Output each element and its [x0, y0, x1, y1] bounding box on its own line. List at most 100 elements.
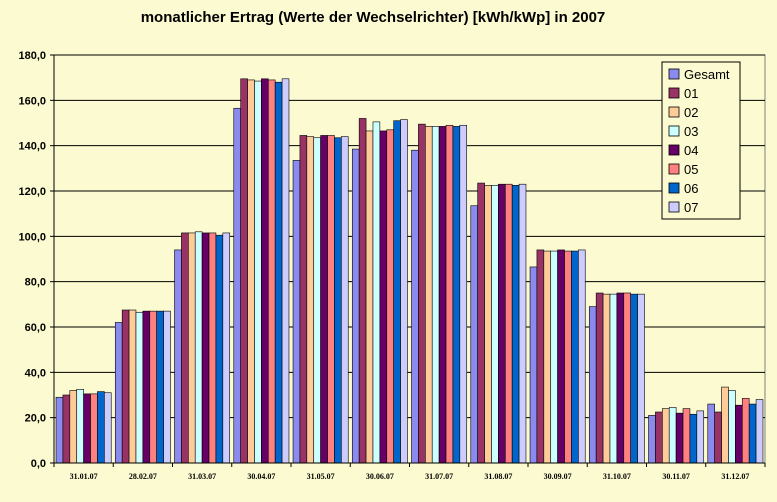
- bar: [682, 408, 691, 464]
- bar: [438, 126, 447, 464]
- bar: [181, 232, 189, 464]
- legend-swatch: [668, 68, 680, 80]
- bar: [97, 391, 105, 464]
- bar: [623, 292, 631, 464]
- bar: [142, 310, 151, 464]
- bar: [602, 293, 611, 464]
- bar: [247, 79, 255, 464]
- bar: [90, 393, 98, 464]
- x-tick-label: 31.05.07: [307, 472, 335, 481]
- bar: [188, 232, 196, 464]
- bar: [292, 160, 301, 464]
- y-tick-label: 0,0: [31, 458, 46, 470]
- legend-label: 06: [684, 181, 698, 196]
- bar: [267, 79, 276, 464]
- bar: [707, 403, 715, 464]
- y-tick-label: 100,0: [18, 231, 46, 243]
- legend: Gesamt 01 02 03 04 05 06 07: [661, 61, 741, 220]
- bar: [386, 129, 394, 464]
- legend-label: 05: [684, 162, 698, 177]
- bar: [149, 310, 157, 464]
- bar: [696, 410, 705, 464]
- bar: [491, 185, 499, 464]
- bar: [156, 310, 164, 464]
- bar: [393, 120, 401, 464]
- bar: [504, 183, 513, 464]
- bar: [201, 232, 210, 464]
- x-tick-label: 31.03.07: [188, 472, 216, 481]
- bar: [299, 135, 308, 464]
- bar: [728, 390, 736, 464]
- bar: [578, 249, 586, 464]
- chart-title: monatlicher Ertrag (Werte der Wechselric…: [141, 9, 606, 26]
- bar: [379, 130, 388, 464]
- bar: [76, 389, 84, 464]
- bar: [557, 249, 565, 464]
- bar: [400, 119, 408, 464]
- y-tick-label: 160,0: [18, 95, 46, 107]
- bar: [741, 398, 750, 464]
- bar: [334, 137, 342, 464]
- bar: [529, 266, 538, 464]
- x-tick-label: 31.12.07: [721, 472, 749, 481]
- legend-swatch: [668, 144, 680, 156]
- bar: [484, 185, 492, 464]
- bar: [564, 250, 572, 464]
- bar: [459, 124, 468, 464]
- bar: [327, 135, 335, 464]
- bar: [655, 411, 663, 464]
- bar: [748, 403, 757, 464]
- x-tick-label: 31.07.07: [425, 472, 453, 481]
- bar: [662, 408, 670, 464]
- bar: [425, 126, 433, 464]
- bar: [536, 249, 545, 464]
- bar: [755, 399, 764, 464]
- y-tick-label: 140,0: [18, 141, 46, 153]
- bar: [418, 123, 426, 464]
- bar: [511, 185, 520, 464]
- legend-swatch: [668, 106, 680, 118]
- bar: [254, 80, 262, 464]
- bar: [675, 412, 684, 464]
- bar: [208, 232, 217, 464]
- bar: [114, 322, 123, 464]
- axes: [50, 54, 766, 467]
- x-tick-label: 30.09.07: [544, 472, 572, 481]
- legend-swatch: [668, 163, 680, 175]
- plot-area: [53, 54, 766, 464]
- bar: [306, 136, 315, 464]
- bar: [477, 182, 485, 464]
- bar: [518, 183, 527, 464]
- bar: [135, 311, 144, 464]
- x-tick-label: 31.08.07: [484, 472, 512, 481]
- bar: [616, 292, 625, 464]
- bar: [595, 292, 604, 464]
- bar: [222, 232, 231, 464]
- legend-swatch: [668, 125, 680, 137]
- legend-label: Gesamt: [684, 67, 730, 82]
- legend-label: 07: [684, 200, 698, 215]
- y-tick-label: 120,0: [18, 186, 46, 198]
- bar: [313, 137, 321, 464]
- bar: [452, 126, 461, 464]
- legend-swatch: [668, 87, 680, 99]
- bar: [689, 413, 698, 464]
- bar: [233, 107, 241, 464]
- bar: [630, 293, 638, 464]
- bar: [550, 250, 558, 464]
- bar: [365, 130, 374, 464]
- bar: [104, 392, 112, 464]
- legend-label: 04: [684, 143, 698, 158]
- bar: [194, 231, 203, 464]
- bar: [128, 309, 137, 464]
- bar: [735, 404, 743, 464]
- x-tick-label: 30.11.07: [662, 472, 690, 481]
- y-tick-label: 20,0: [25, 413, 46, 425]
- bar: [69, 390, 78, 464]
- bar: [588, 306, 597, 464]
- y-tick-label: 180,0: [18, 50, 46, 62]
- x-tick-label: 31.01.07: [70, 472, 98, 481]
- bar: [320, 135, 328, 464]
- bar: [648, 415, 656, 464]
